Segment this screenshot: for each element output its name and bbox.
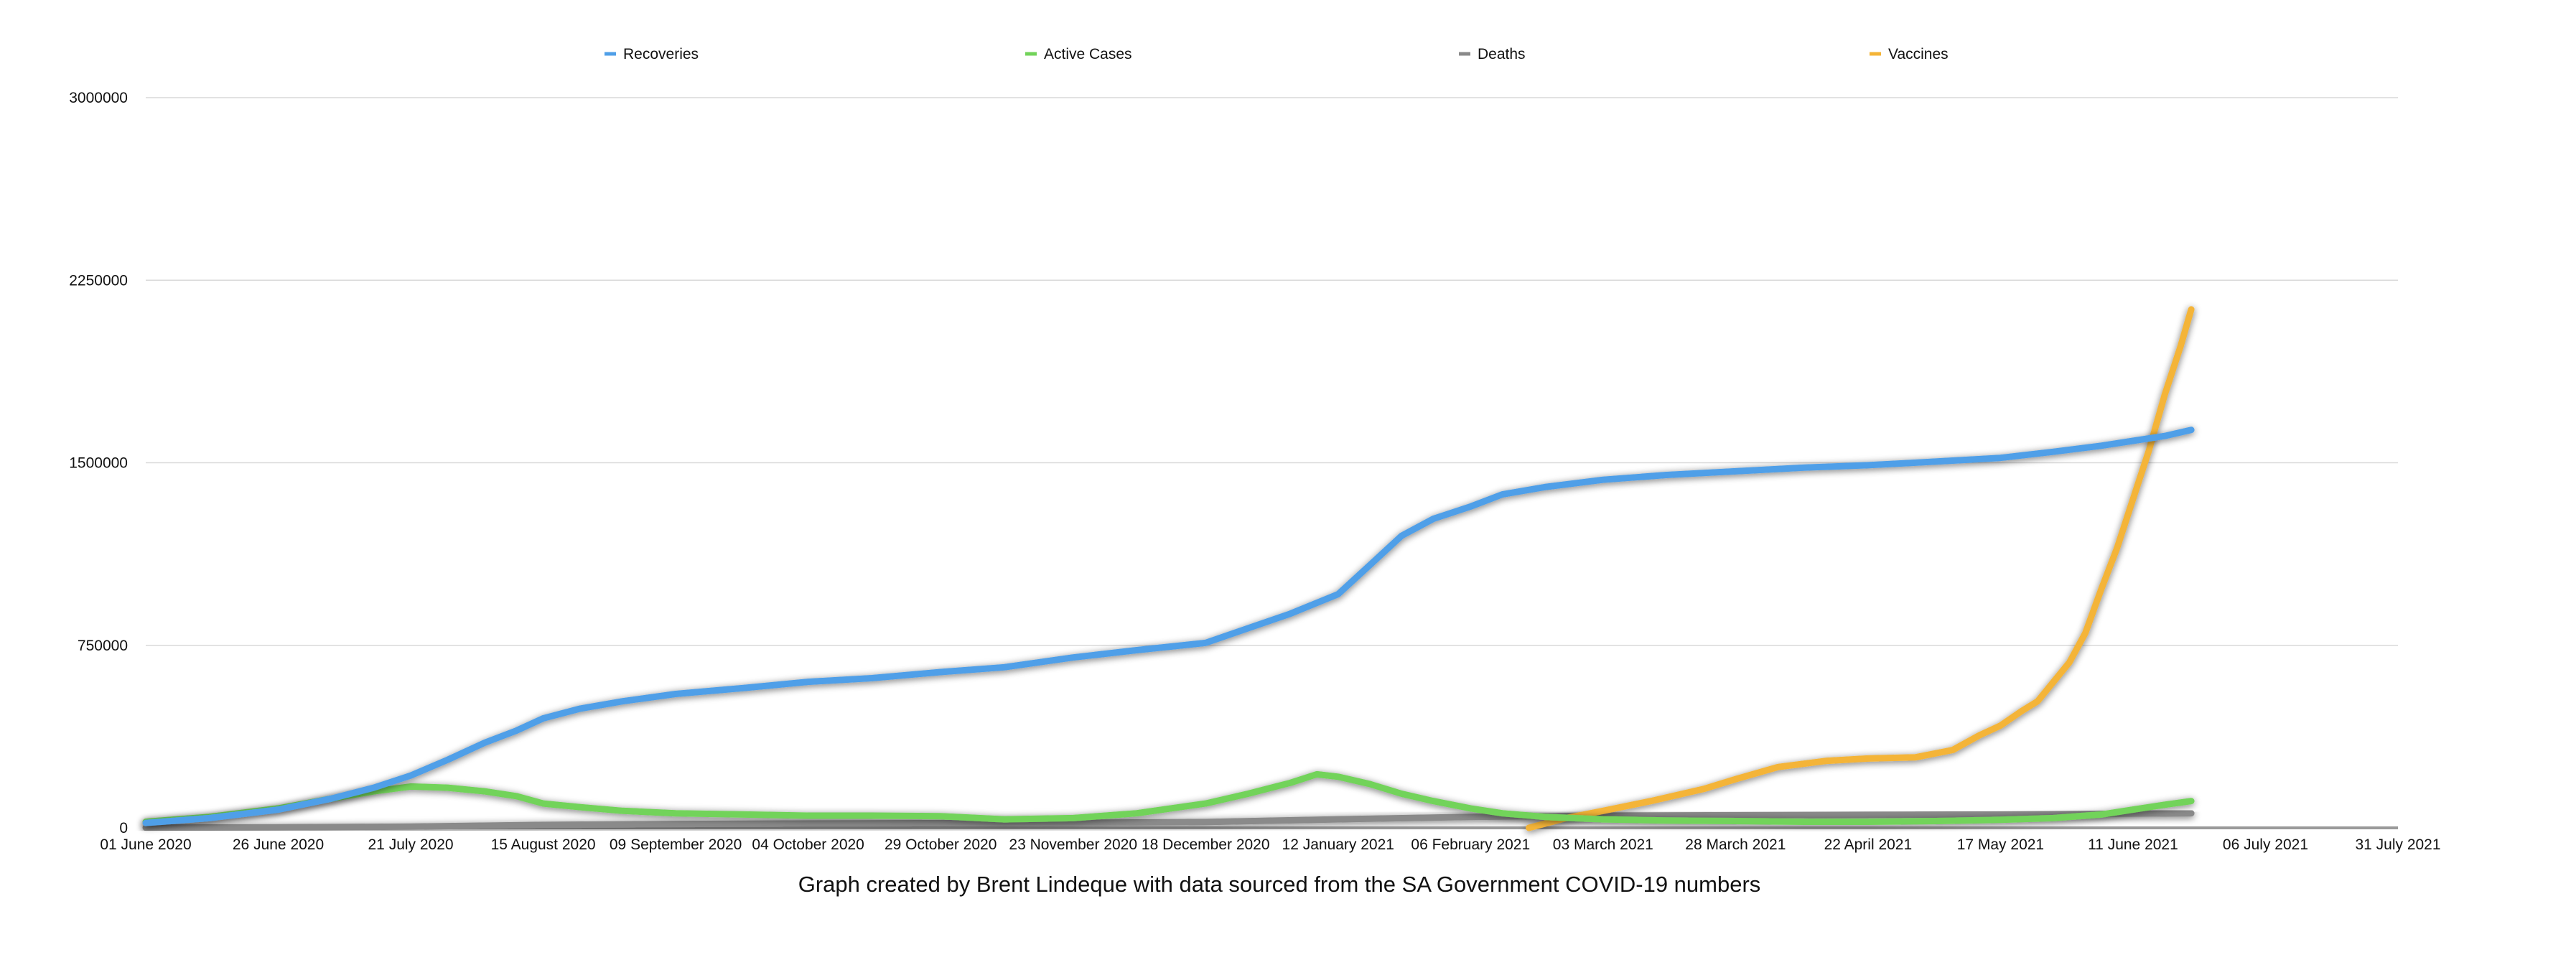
series-layer: [142, 306, 2195, 831]
x-tick-label: 31 July 2021: [2355, 836, 2440, 853]
x-tick-label: 18 December 2020: [1142, 836, 1270, 853]
series-line-active-cases: [142, 770, 2195, 825]
legend-label: Recoveries: [623, 46, 699, 62]
y-tick-label: 2250000: [69, 272, 128, 289]
x-tick-label: 17 May 2021: [1957, 836, 2044, 853]
legend-item-recoveries: Recoveries: [605, 46, 699, 62]
x-tick-label: 01 June 2020: [100, 836, 191, 853]
x-tick-label: 15 August 2020: [491, 836, 596, 853]
series-line-vaccines: [1526, 306, 2195, 831]
x-tick-label: 26 June 2020: [233, 836, 324, 853]
x-tick-label: 12 January 2021: [1282, 836, 1394, 853]
y-axis: 0 750000 1500000 2250000 3000000: [69, 90, 128, 836]
y-tick-label: 1500000: [69, 455, 128, 472]
legend-item-deaths: Deaths: [1459, 46, 1526, 62]
x-tick-label: 11 June 2021: [2088, 836, 2178, 853]
x-axis: 01 June 2020 26 June 2020 21 July 2020 15 A…: [100, 826, 2441, 853]
x-tick-label: 03 March 2021: [1553, 836, 1653, 853]
x-tick-label: 28 March 2021: [1685, 836, 1786, 853]
gridlines: [146, 97, 2398, 646]
legend-label: Deaths: [1478, 46, 1526, 62]
legend-label: Vaccines: [1888, 46, 1949, 62]
y-tick-label: 3000000: [69, 90, 128, 106]
series-line-recoveries: [142, 426, 2195, 826]
x-tick-label: 06 February 2021: [1411, 836, 1530, 853]
x-tick-label: 21 July 2020: [368, 836, 454, 853]
legend-item-vaccines: Vaccines: [1870, 46, 1949, 62]
x-tick-label: 23 November 2020: [1009, 836, 1137, 853]
y-tick-label: 0: [119, 820, 128, 836]
x-tick-label: 29 October 2020: [885, 836, 997, 853]
legend-item-active-cases: Active Cases: [1025, 46, 1132, 62]
x-tick-label: 22 April 2021: [1824, 836, 1913, 853]
x-tick-label: 06 July 2021: [2223, 836, 2308, 853]
legend: Recoveries Active Cases Deaths Vaccines: [605, 46, 1949, 62]
chart-caption: Graph created by Brent Lindeque with dat…: [798, 872, 1761, 897]
x-tick-label: 04 October 2020: [752, 836, 864, 853]
x-tick-label: 09 September 2020: [610, 836, 742, 853]
series-line-deaths: [142, 810, 2195, 831]
y-tick-label: 750000: [78, 638, 128, 654]
legend-label: Active Cases: [1044, 46, 1132, 62]
